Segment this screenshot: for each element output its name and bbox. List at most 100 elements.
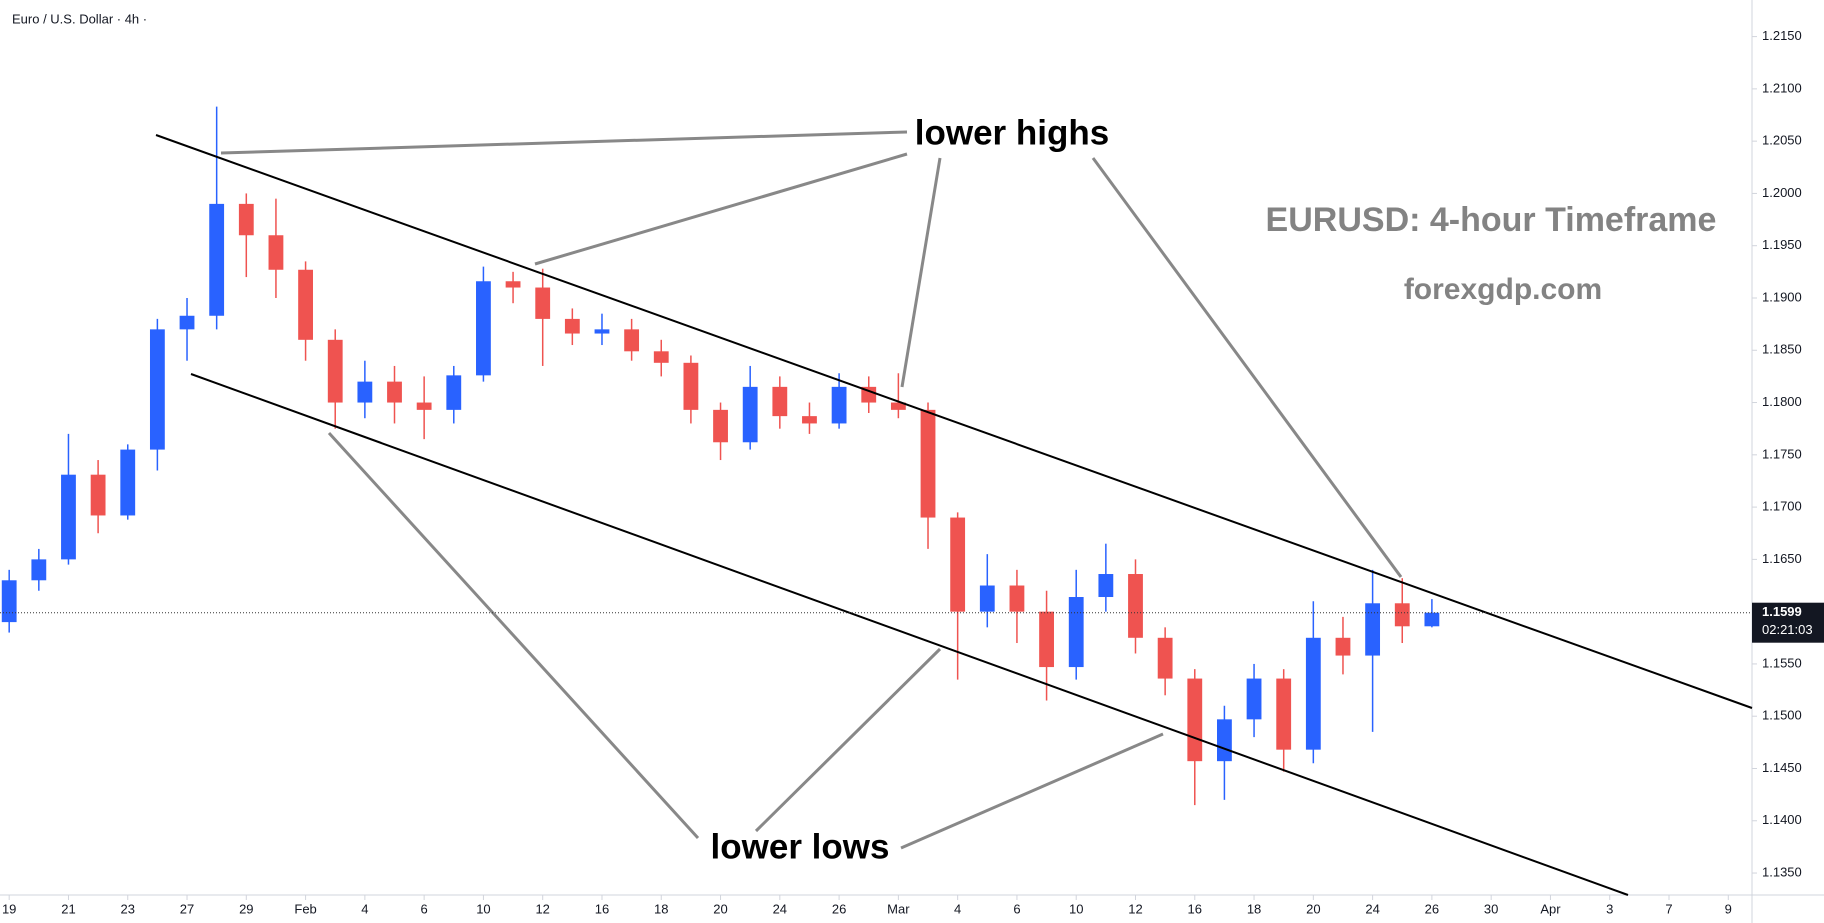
candle-body <box>861 386 877 403</box>
y-tick-label: 1.1900 <box>1762 289 1802 304</box>
x-tick-label: 18 <box>654 901 668 916</box>
y-tick-label: 1.1550 <box>1762 655 1802 670</box>
candle-body <box>1276 678 1292 750</box>
candle-body <box>772 386 788 417</box>
candle-body <box>1394 603 1410 627</box>
candle-body <box>535 287 551 319</box>
candle-body <box>979 585 995 612</box>
candle-body <box>238 203 254 236</box>
x-tick-label: 10 <box>476 901 490 916</box>
y-tick-label: 1.1650 <box>1762 551 1802 566</box>
candle-body <box>120 449 136 516</box>
candle-body <box>683 362 699 410</box>
candle-body <box>209 203 225 316</box>
candle-body <box>1009 585 1025 612</box>
x-tick-label: 4 <box>361 901 368 916</box>
candle-body <box>890 402 906 410</box>
candle-body <box>387 381 402 403</box>
x-tick-label: 30 <box>1484 901 1498 916</box>
x-tick-label: 6 <box>1013 901 1020 916</box>
x-tick-label: 29 <box>239 901 253 916</box>
annotation: lower lows <box>711 827 890 866</box>
heading: EURUSD: 4-hour Timeframe <box>1266 201 1717 239</box>
pointer-lines <box>220 130 1403 850</box>
candle-body <box>742 386 758 443</box>
x-tick-label: 24 <box>1365 901 1379 916</box>
x-tick-label: 21 <box>61 901 75 916</box>
x-tick-label: 18 <box>1247 901 1261 916</box>
x-tick-label: Mar <box>887 901 910 916</box>
site: forexgdp.com <box>1404 273 1602 306</box>
candle-body <box>1365 603 1381 656</box>
pointer <box>900 157 942 388</box>
y-tick-label: 1.1450 <box>1762 760 1802 775</box>
candle-body <box>327 339 343 403</box>
candle-body <box>179 315 195 330</box>
x-tick-label: 7 <box>1665 901 1672 916</box>
candle-body <box>564 318 580 334</box>
candle-body <box>950 517 966 612</box>
lower-channel <box>190 373 1629 896</box>
candle-body <box>90 474 106 516</box>
countdown: 02:21:03 <box>1762 622 1813 637</box>
candles <box>1 106 1440 806</box>
y-tick-label: 1.1850 <box>1762 342 1802 357</box>
candle-body <box>298 269 313 340</box>
candle-body <box>802 416 817 424</box>
x-tick-label: 20 <box>713 901 727 916</box>
y-tick-label: 1.2050 <box>1762 133 1802 148</box>
candle-body <box>476 281 491 376</box>
annotation: lower highs <box>915 113 1109 152</box>
x-tick-label: 16 <box>595 901 609 916</box>
x-tick-label: 27 <box>180 901 194 916</box>
x-tick-label: Apr <box>1540 901 1561 916</box>
y-tick-label: 1.1500 <box>1762 708 1802 723</box>
candle-body <box>61 474 76 560</box>
x-tick-label: 19 <box>2 901 16 916</box>
y-tick-label: 1.2000 <box>1762 185 1802 200</box>
candle-body <box>505 281 521 288</box>
x-tick-label: 26 <box>1425 901 1439 916</box>
candle-body <box>831 386 847 424</box>
candle-body <box>268 235 284 270</box>
x-tick-label: 3 <box>1606 901 1613 916</box>
candle-body <box>416 402 432 410</box>
last-price-label: 1.1599 <box>1762 604 1802 619</box>
candle-body <box>713 409 728 443</box>
y-tick-label: 1.2100 <box>1762 80 1802 95</box>
y-tick-label: 1.2150 <box>1762 28 1802 43</box>
y-tick-label: 1.1400 <box>1762 812 1802 827</box>
x-tick-label: 20 <box>1306 901 1320 916</box>
candle-body <box>1 580 17 623</box>
pointer <box>900 732 1164 850</box>
candle-body <box>1246 678 1262 720</box>
candle-body <box>31 559 47 581</box>
x-tick-label: 12 <box>535 901 549 916</box>
candle-body <box>594 329 610 334</box>
candle-body <box>1128 574 1143 638</box>
x-tick-label: 16 <box>1188 901 1202 916</box>
candle-body <box>1305 637 1321 750</box>
pointer <box>754 647 942 833</box>
candle-body <box>920 409 936 518</box>
x-tick-label: 4 <box>954 901 961 916</box>
x-tick-label: Feb <box>294 901 316 916</box>
pointer <box>534 152 908 266</box>
candle-body <box>653 351 669 363</box>
x-tick-label: 23 <box>121 901 135 916</box>
candle-body <box>357 381 373 403</box>
candle-body <box>1039 611 1054 668</box>
pointer <box>1091 157 1403 578</box>
upper-channel <box>155 134 1753 709</box>
x-tick-label: 24 <box>773 901 787 916</box>
candle-body <box>1187 678 1203 762</box>
candle-body <box>1335 637 1351 656</box>
ticks: 1.13501.14001.14501.15001.15501.16001.16… <box>2 28 1802 916</box>
y-tick-label: 1.1750 <box>1762 446 1802 461</box>
pointer <box>220 130 908 155</box>
x-tick-label: 12 <box>1128 901 1142 916</box>
y-tick-label: 1.1950 <box>1762 237 1802 252</box>
candle-body <box>624 329 640 352</box>
